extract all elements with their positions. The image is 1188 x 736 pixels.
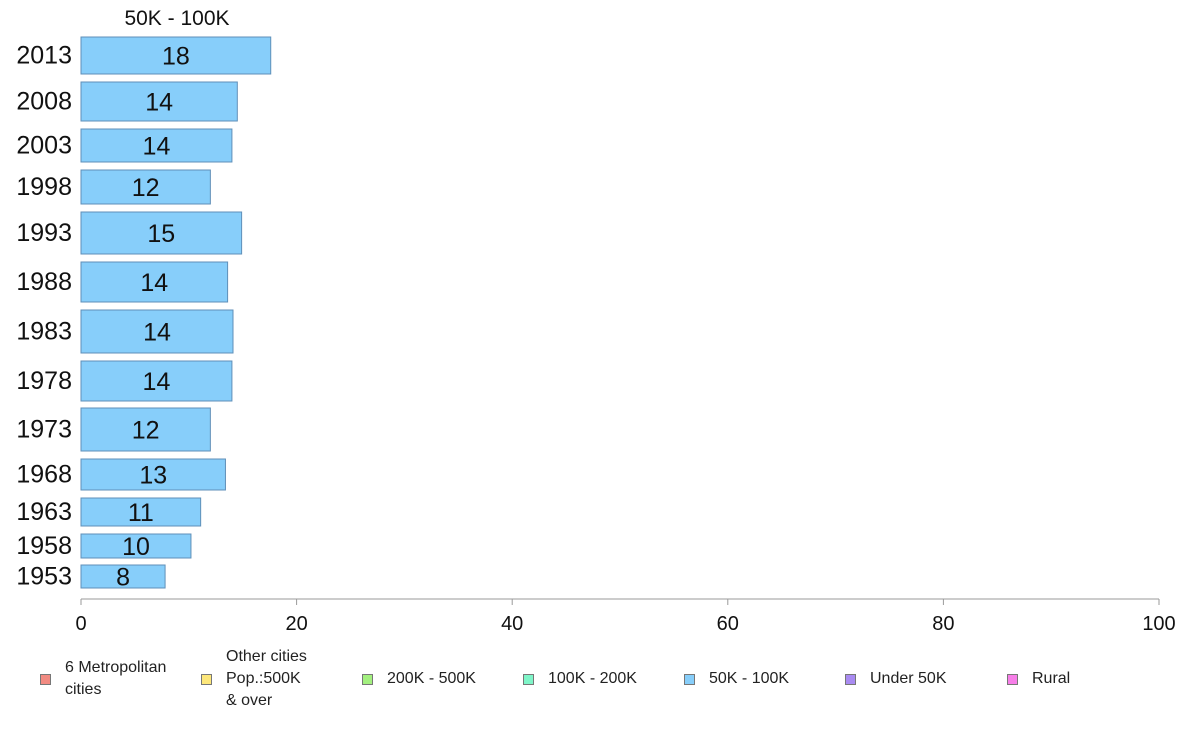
bar-value-label: 12 — [132, 417, 160, 445]
legend-item: 6 Metropolitan cities — [40, 657, 166, 701]
legend-label: 200K - 500K — [387, 670, 476, 687]
legend-item: 200K - 500K — [362, 668, 476, 690]
legend-swatch — [1007, 674, 1018, 685]
bar — [80, 564, 166, 589]
legend-item: Rural — [1007, 668, 1070, 690]
bar — [80, 81, 238, 122]
bar — [80, 211, 243, 255]
category-label: 1953 — [16, 563, 72, 591]
category-label: 2013 — [16, 42, 72, 70]
legend-label: Other cities Pop.:500K & over — [226, 648, 307, 709]
legend-label: 50K - 100K — [709, 670, 790, 687]
bar — [80, 261, 229, 303]
x-tick-label: 80 — [932, 613, 954, 635]
bar-value-label: 15 — [147, 220, 175, 248]
bar — [80, 458, 226, 491]
category-label: 1963 — [16, 498, 72, 526]
legend-item: Under 50K — [845, 668, 947, 690]
legend-swatch — [40, 674, 51, 685]
chart-title: 50K - 100K — [124, 7, 229, 30]
bar — [80, 309, 234, 354]
legend-label: 6 Metropolitan cities — [65, 659, 167, 698]
legend-item: 50K - 100K — [684, 668, 789, 690]
bar — [80, 407, 211, 452]
bar-value-label: 14 — [143, 319, 171, 347]
category-label: 1988 — [16, 268, 72, 296]
x-tick-label: 60 — [717, 613, 739, 635]
category-label: 1968 — [16, 461, 72, 489]
bar-value-label: 14 — [140, 269, 168, 297]
legend-item: 100K - 200K — [523, 668, 637, 690]
bar-value-label: 8 — [116, 564, 130, 592]
bar — [80, 128, 233, 163]
legend-swatch — [362, 674, 373, 685]
category-label: 1983 — [16, 318, 72, 346]
bar-value-label: 14 — [145, 89, 173, 117]
bar-value-label: 13 — [139, 462, 167, 490]
legend-label: Rural — [1032, 670, 1071, 687]
category-label: 1958 — [16, 532, 72, 560]
legend-label: Under 50K — [870, 670, 947, 687]
legend-label: 100K - 200K — [548, 670, 637, 687]
bar-value-label: 14 — [143, 368, 171, 396]
bar-value-label: 18 — [162, 43, 190, 71]
bar-value-label: 14 — [143, 133, 171, 161]
bar — [80, 169, 211, 205]
chart-legend: 6 Metropolitan cities Other cities Pop.:5… — [0, 648, 1188, 722]
legend-item: Other cities Pop.:500K & over — [201, 646, 307, 712]
category-label: 2008 — [16, 88, 72, 116]
x-tick-label: 100 — [1142, 613, 1175, 635]
legend-swatch — [684, 674, 695, 685]
x-tick-label: 0 — [75, 613, 86, 635]
bar-value-label: 11 — [128, 499, 154, 527]
x-tick-label: 20 — [285, 613, 307, 635]
bar — [80, 533, 192, 559]
bar-value-label: 10 — [122, 533, 150, 561]
category-label: 2003 — [16, 132, 72, 160]
bar-value-label: 12 — [132, 174, 160, 202]
legend-swatch — [523, 674, 534, 685]
bar — [80, 36, 272, 75]
category-label: 1978 — [16, 367, 72, 395]
category-label: 1998 — [16, 173, 72, 201]
x-tick-label: 40 — [501, 613, 523, 635]
bar — [80, 497, 202, 527]
category-label: 1973 — [16, 416, 72, 444]
legend-swatch — [845, 674, 856, 685]
bar — [80, 360, 233, 402]
legend-swatch — [201, 674, 212, 685]
category-label: 1993 — [16, 219, 72, 247]
